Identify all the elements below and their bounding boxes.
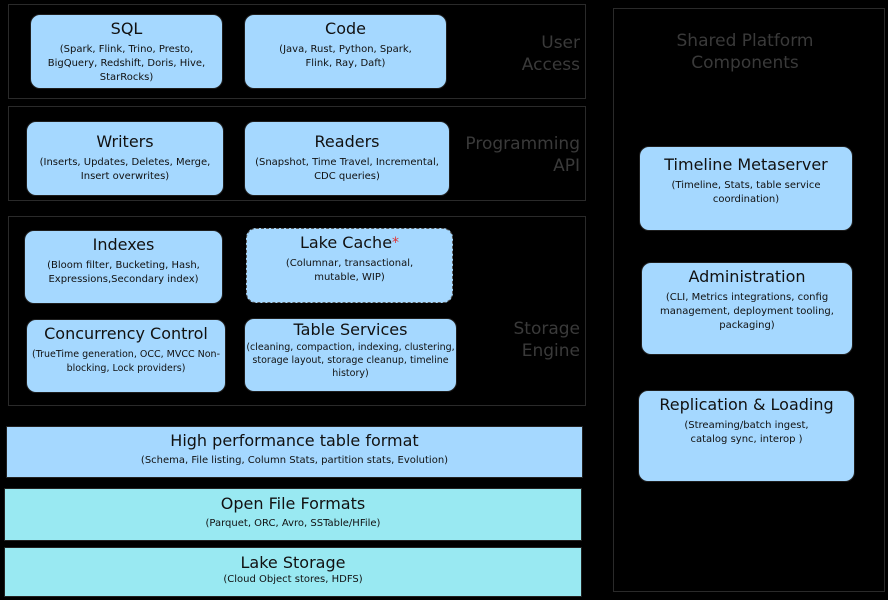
indexes-box: Indexes (Bloom filter, Bucketing, Hash, …	[24, 230, 223, 304]
storage-engine-label: Storage Engine	[513, 319, 580, 361]
writers-box: Writers (Inserts, Updates, Deletes, Merg…	[26, 121, 224, 196]
writers-desc: (Inserts, Updates, Deletes, Merge, Inser…	[39, 157, 211, 182]
file-formats-desc: (Parquet, ORC, Avro, SSTable/HFile)	[205, 518, 381, 529]
user-access-label: User Access	[521, 33, 580, 75]
programming-api-label: Programming API	[465, 134, 580, 176]
replication-desc: (Streaming/batch ingest, catalog sync, i…	[684, 420, 809, 445]
lake-storage-title: Lake Storage	[240, 553, 346, 572]
lake-cache-desc: (Columnar, transactional, mutable, WIP)	[285, 258, 414, 283]
lake-storage-desc: (Cloud Object stores, HDFS)	[223, 574, 363, 585]
table-format-layer: High performance table format (Schema, F…	[6, 426, 583, 478]
code-desc: (Java, Rust, Python, Spark, Flink, Ray, …	[279, 44, 412, 69]
concurrency-desc: (TrueTime generation, OCC, MVCC Non-bloc…	[32, 349, 220, 374]
table-services-title: Table Services	[293, 320, 408, 339]
lake-cache-title: Lake Cache*	[247, 233, 452, 253]
code-box: Code (Java, Rust, Python, Spark, Flink, …	[244, 14, 447, 89]
table-format-desc: (Schema, File listing, Column Stats, par…	[140, 455, 449, 466]
admin-title: Administration	[688, 267, 806, 286]
admin-desc: (CLI, Metrics integrations, config manag…	[660, 292, 834, 331]
file-formats-layer: Open File Formats (Parquet, ORC, Avro, S…	[4, 488, 582, 541]
file-formats-title: Open File Formats	[220, 494, 366, 513]
replication-title: Replication & Loading	[659, 395, 834, 414]
table-services-desc: (cleaning, compaction, indexing, cluster…	[246, 342, 455, 379]
administration-box: Administration (CLI, Metrics integration…	[641, 262, 853, 355]
concurrency-control-box: Concurrency Control (TrueTime generation…	[26, 319, 226, 393]
table-format-title: High performance table format	[170, 431, 419, 450]
shared-platform-group	[613, 8, 885, 592]
lake-cache-box: Lake Cache* (Columnar, transactional, mu…	[246, 228, 453, 303]
indexes-desc: (Bloom filter, Bucketing, Hash, Expressi…	[47, 260, 200, 285]
user-access-group	[8, 4, 586, 99]
timeline-title: Timeline Metaserver	[664, 155, 828, 174]
replication-loading-box: Replication & Loading (Streaming/batch i…	[638, 390, 855, 482]
writers-title: Writers	[96, 132, 154, 151]
timeline-desc: (Timeline, Stats, table service coordina…	[671, 180, 821, 205]
timeline-metaserver-box: Timeline Metaserver (Timeline, Stats, ta…	[639, 146, 853, 231]
code-title: Code	[325, 19, 366, 38]
programming-api-group	[8, 106, 586, 201]
sql-box: SQL (Spark, Flink, Trino, Presto, BigQue…	[30, 14, 223, 89]
lake-cache-title-text: Lake Cache	[299, 233, 393, 252]
wip-marker: *	[392, 235, 400, 251]
sql-title: SQL	[110, 19, 143, 38]
readers-desc: (Snapshot, Time Travel, Incremental, CDC…	[255, 157, 439, 182]
readers-box: Readers (Snapshot, Time Travel, Incremen…	[244, 121, 450, 196]
sql-desc: (Spark, Flink, Trino, Presto, BigQuery, …	[47, 44, 206, 83]
indexes-title: Indexes	[92, 235, 155, 254]
shared-platform-label: Shared Platform Components	[676, 31, 814, 73]
table-services-box: Table Services (cleaning, compaction, in…	[244, 318, 457, 392]
readers-title: Readers	[314, 132, 380, 151]
lake-storage-layer: Lake Storage (Cloud Object stores, HDFS)	[4, 547, 582, 597]
storage-engine-group	[8, 216, 586, 406]
concurrency-title: Concurrency Control	[44, 324, 208, 343]
